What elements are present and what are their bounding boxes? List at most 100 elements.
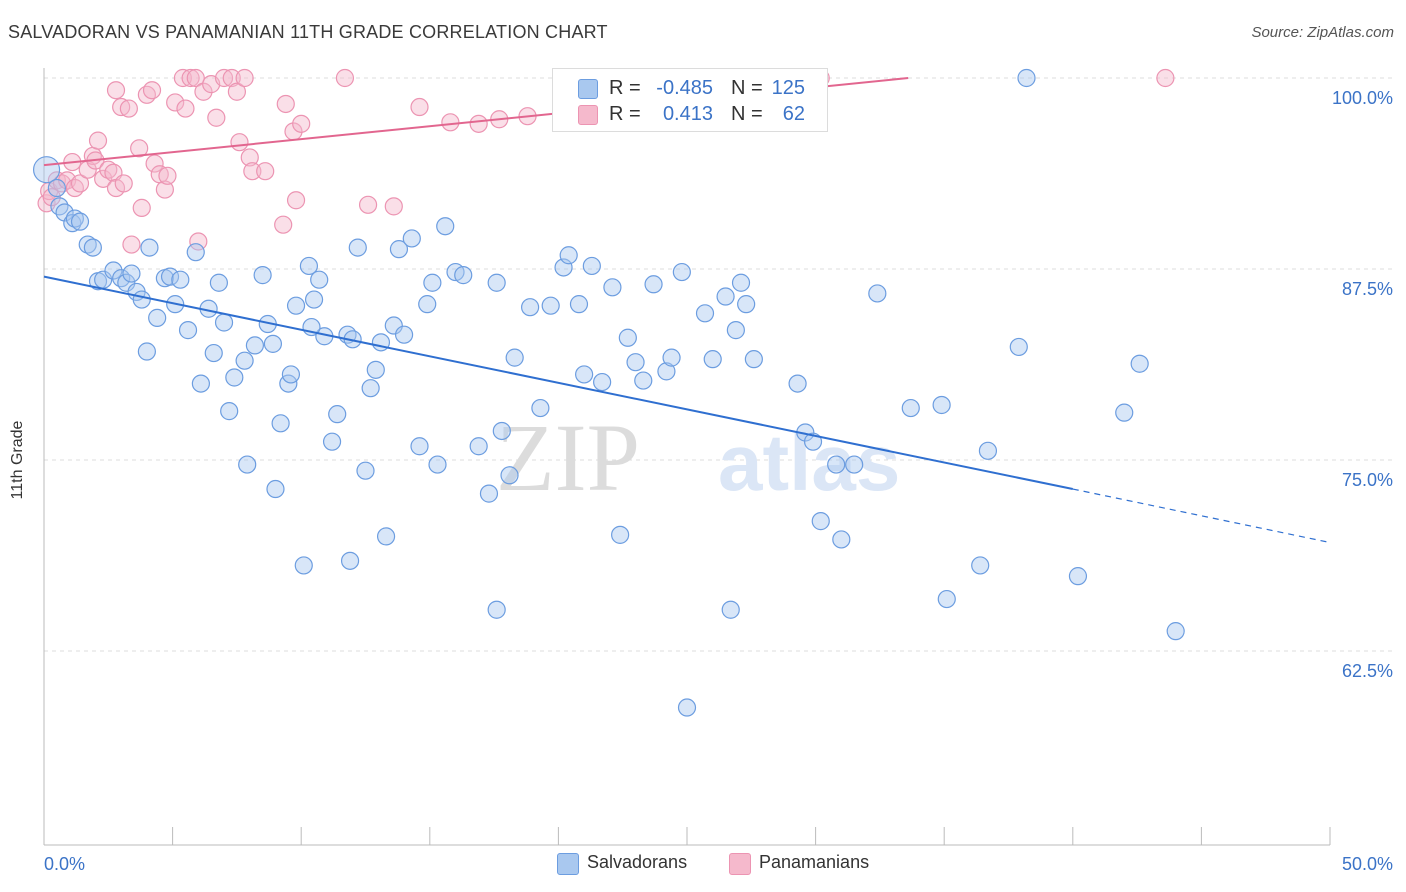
data-point-salvadorans (204, 343, 223, 363)
axes (43, 68, 1331, 846)
x-tick-label: 0.0% (44, 854, 85, 874)
data-point-salvadorans (662, 348, 681, 367)
data-point-panamanians (142, 81, 162, 100)
data-point-salvadorans (611, 525, 630, 544)
data-point-salvadorans (148, 308, 167, 327)
data-point-panamanians (276, 94, 295, 114)
data-point-salvadorans (469, 437, 488, 456)
data-point-salvadorans (672, 262, 691, 282)
data-point-salvadorans (117, 273, 136, 292)
data-point-panamanians (240, 148, 259, 167)
data-point-panamanians (166, 93, 185, 112)
data-point-salvadorans (703, 350, 722, 369)
legend-label: Salvadorans (587, 852, 688, 872)
data-point-salvadorans (70, 212, 90, 231)
legend-swatch-pink (729, 853, 751, 875)
data-point-salvadorans (238, 455, 257, 474)
data-point-panamanians (189, 232, 208, 251)
data-point-panamanians (47, 171, 66, 190)
data-point-salvadorans (394, 325, 414, 344)
data-point-salvadorans (677, 698, 697, 717)
data-point-panamanians (441, 113, 460, 132)
data-point-panamanians (292, 114, 311, 133)
data-point-salvadorans (932, 395, 951, 415)
data-point-panamanians (222, 68, 241, 88)
legend-r-label: R = (609, 77, 641, 99)
data-point-salvadorans (827, 455, 846, 474)
data-point-panamanians (243, 162, 262, 181)
data-point-salvadorans (104, 261, 123, 280)
data-point-salvadorans (618, 328, 637, 347)
watermark-atlas: atlas (718, 418, 900, 507)
data-point-salvadorans (322, 432, 342, 451)
data-point-salvadorans (137, 342, 156, 361)
data-point-salvadorans (83, 238, 102, 257)
data-point-panamanians (94, 169, 113, 188)
data-point-panamanians (173, 68, 192, 88)
data-point-salvadorans (389, 240, 409, 259)
data-point-salvadorans (845, 455, 864, 474)
y-tick-label: 100.0% (1332, 88, 1393, 108)
data-point-salvadorans (541, 296, 560, 315)
data-point-salvadorans (340, 551, 360, 570)
data-point-salvadorans (304, 290, 324, 309)
data-point-salvadorans (140, 238, 159, 257)
legend-swatch-blue (578, 79, 598, 99)
data-point-salvadorans (811, 512, 830, 531)
data-point-panamanians (112, 97, 131, 117)
legend-n-label: N = (731, 77, 763, 99)
data-point-salvadorans (726, 321, 745, 340)
data-point-panamanians (286, 191, 306, 210)
data-point-salvadorans (186, 243, 205, 262)
data-point-salvadorans (454, 266, 473, 285)
data-point-salvadorans (263, 334, 283, 353)
data-point-salvadorans (832, 530, 851, 549)
legend-n-value: 125 (771, 77, 805, 99)
data-point-salvadorans (310, 270, 329, 289)
data-point-salvadorans (271, 414, 290, 433)
legend-swatch-blue (557, 853, 579, 875)
data-point-salvadorans (744, 350, 763, 369)
data-point-panamanians (256, 162, 275, 181)
data-point-salvadorans (901, 398, 920, 418)
data-point-salvadorans (582, 256, 601, 276)
data-point-salvadorans (209, 273, 228, 292)
data-point-salvadorans (593, 372, 612, 392)
watermark: ZIP atlas (496, 404, 900, 511)
data-point-salvadorans (32, 156, 61, 184)
data-point-salvadorans (569, 295, 589, 314)
series-legend: Salvadorans Panamanians (0, 851, 1406, 877)
data-point-salvadorans (122, 264, 141, 283)
data-point-salvadorans (178, 321, 198, 340)
data-point-panamanians (227, 82, 246, 101)
data-point-salvadorans (937, 589, 956, 609)
legend-row-panamanians: R = 0.413 N = 62 (553, 101, 827, 127)
y-tick-label: 87.5% (1342, 279, 1393, 299)
data-point-panamanians (214, 68, 234, 88)
data-point-salvadorans (487, 600, 506, 619)
data-point-panamanians (176, 99, 195, 118)
data-point-panamanians (1156, 68, 1175, 88)
data-point-salvadorans (281, 365, 301, 384)
chart-title: SALVADORAN VS PANAMANIAN 11TH GRADE CORR… (8, 22, 608, 42)
series-salvadorans-points (32, 68, 1185, 717)
data-point-salvadorans (78, 235, 97, 254)
data-point-salvadorans (294, 556, 313, 575)
tick-labels: 62.5% 75.0% 87.5% 100.0% 0.0% 50.0% (44, 88, 1393, 874)
data-point-salvadorans (356, 461, 375, 480)
data-point-panamanians (145, 154, 164, 173)
data-point-panamanians (207, 108, 226, 127)
data-point-salvadorans (603, 278, 622, 297)
data-point-panamanians (122, 235, 141, 254)
data-point-salvadorans (731, 273, 751, 292)
legend-n-value: 62 (782, 103, 805, 125)
data-point-salvadorans (803, 432, 823, 451)
data-point-salvadorans (348, 238, 367, 257)
data-point-salvadorans (428, 455, 447, 474)
data-point-salvadorans (721, 600, 740, 619)
data-point-salvadorans (253, 266, 272, 285)
data-point-panamanians (99, 160, 118, 179)
data-point-salvadorans (220, 402, 239, 421)
data-point-panamanians (42, 188, 61, 207)
legend-label: Panamanians (759, 852, 870, 872)
